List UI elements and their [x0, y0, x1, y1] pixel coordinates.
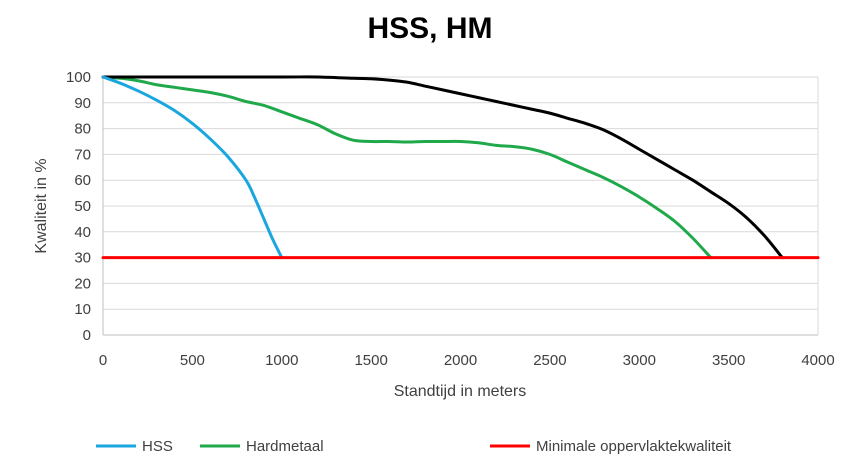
- y-axis-label: Kwaliteit in %: [33, 158, 50, 253]
- axes: [102, 77, 819, 336]
- x-tick-label: 0: [99, 352, 107, 369]
- x-tick-labels: 0 500 1000 1500 2000 2500 3000 3500 4000: [99, 352, 835, 369]
- y-tick-label: 90: [74, 95, 91, 112]
- y-tick-label: 40: [74, 224, 91, 241]
- x-tick-label: 500: [180, 352, 205, 369]
- x-tick-label: 2500: [533, 352, 566, 369]
- y-tick-label: 70: [74, 146, 91, 163]
- x-tick-label: 4000: [801, 352, 834, 369]
- y-tick-label: 100: [66, 69, 91, 86]
- series-lines: [101, 75, 820, 260]
- y-tick-label: 20: [74, 275, 91, 292]
- x-tick-label: 3000: [623, 352, 656, 369]
- y-tick-label: 60: [74, 172, 91, 189]
- x-tick-label: 3500: [712, 352, 745, 369]
- legend-label: Hardmetaal: [246, 438, 324, 455]
- y-tick-label: 10: [74, 301, 91, 318]
- legend-label: Minimale oppervlaktekwaliteit: [536, 438, 732, 455]
- series-line-2: [101, 75, 784, 260]
- x-tick-label: 2000: [444, 352, 477, 369]
- legend-label: HSS: [142, 438, 173, 455]
- y-tick-label: 80: [74, 121, 91, 138]
- x-axis-label: Standtijd in meters: [394, 383, 527, 400]
- y-tick-label: 30: [74, 250, 91, 267]
- y-tick-label: 50: [74, 198, 91, 215]
- chart-title: HSS, HM: [367, 12, 492, 45]
- legend: HSS Hardmetaal Minimale oppervlaktekwalite…: [96, 438, 732, 455]
- series-line-1: [101, 75, 713, 260]
- y-tick-labels: 0 10 20 30 40 50 60 70 80 90 100: [66, 69, 91, 344]
- x-tick-label: 1500: [354, 352, 387, 369]
- x-tick-label: 1000: [265, 352, 298, 369]
- series-line-0: [101, 75, 284, 260]
- y-tick-label: 0: [83, 327, 91, 344]
